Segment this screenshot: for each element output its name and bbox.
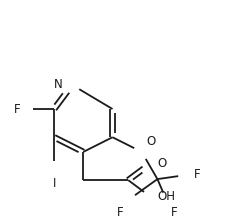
Text: F: F [117, 206, 124, 218]
Text: I: I [52, 177, 56, 190]
Text: OH: OH [157, 190, 176, 203]
Text: F: F [171, 206, 178, 218]
Text: F: F [14, 102, 20, 116]
Text: O: O [146, 135, 155, 148]
Text: O: O [157, 157, 167, 170]
Text: F: F [193, 169, 200, 181]
Text: N: N [54, 78, 63, 91]
